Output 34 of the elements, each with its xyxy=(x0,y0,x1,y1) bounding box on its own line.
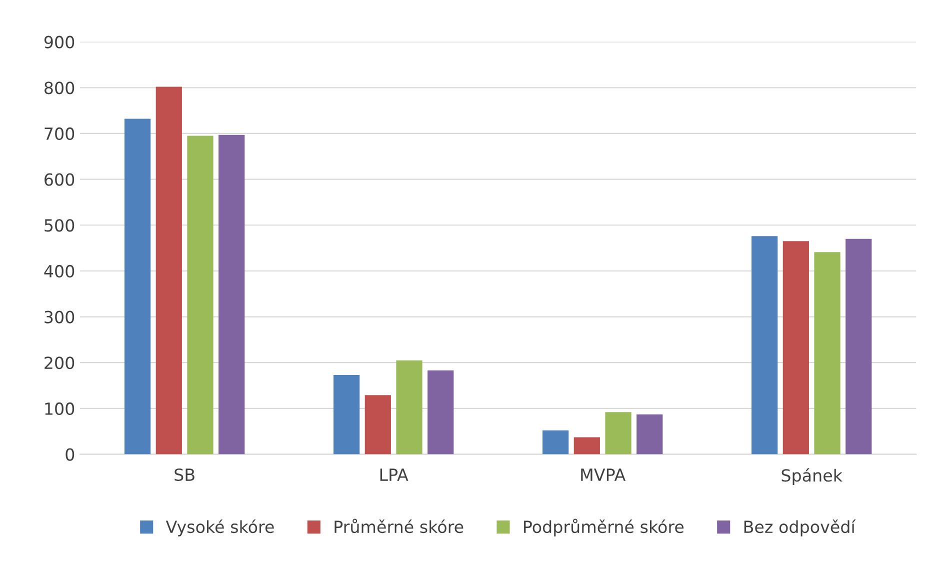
bar xyxy=(428,370,454,454)
bar xyxy=(782,241,809,454)
x-tick-label: MVPA xyxy=(581,468,626,481)
bar xyxy=(752,236,778,454)
bar xyxy=(846,238,872,454)
bar xyxy=(218,134,245,454)
y-tick-label: 0 xyxy=(66,448,74,461)
bar xyxy=(364,395,391,454)
bar xyxy=(187,136,214,454)
legend-label: Podprůměrné skóre xyxy=(524,518,684,536)
bar xyxy=(814,252,840,454)
bar xyxy=(396,360,422,454)
legend-label: Bez odpovědí xyxy=(744,520,856,536)
bar xyxy=(605,412,632,454)
legend-label: Vysoké skóre xyxy=(166,520,274,536)
bar xyxy=(636,414,663,454)
y-tick-label: 700 xyxy=(44,127,74,140)
x-tick-label: Spánek xyxy=(782,468,842,485)
bar xyxy=(574,437,600,454)
y-tick-label: 100 xyxy=(45,402,74,415)
y-tick-label: 600 xyxy=(44,173,74,186)
bar xyxy=(333,374,360,454)
bar xyxy=(156,86,182,454)
legend-label: Průměrné skóre xyxy=(334,518,464,534)
y-tick-label: 800 xyxy=(44,82,74,94)
bar xyxy=(124,118,151,454)
bar xyxy=(542,430,569,454)
y-tick-label: 500 xyxy=(44,219,74,232)
x-tick-label: SB xyxy=(174,468,194,482)
y-tick-label: 300 xyxy=(44,310,74,324)
y-tick-label: 900 xyxy=(44,36,74,48)
x-tick-label: LPA xyxy=(380,468,408,481)
y-tick-label: 200 xyxy=(44,356,74,370)
y-tick-label: 400 xyxy=(44,264,74,278)
